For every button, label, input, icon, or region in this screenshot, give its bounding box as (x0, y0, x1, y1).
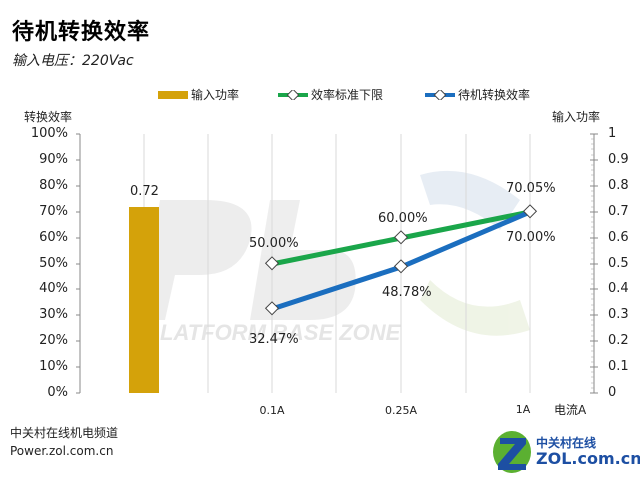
standard-data-label: 70.00% (506, 230, 556, 245)
footer-channel: 中关村在线机电频道 (10, 426, 119, 440)
right-tick: 1 (608, 126, 617, 141)
left-tick: 0% (47, 385, 68, 400)
left-axis-title: 转换效率 (24, 110, 73, 124)
x-tick: 0.25A (384, 404, 418, 417)
right-tick: 0.2 (608, 333, 629, 348)
logo-en-text: ZOL.com.cn (536, 449, 640, 468)
zol-z-icon (493, 431, 531, 473)
x-tick: 0.1A (259, 404, 285, 417)
right-tick: 0.5 (608, 256, 629, 271)
bar-swatch-icon (158, 90, 188, 99)
efficiency-data-label: 70.05% (506, 181, 556, 196)
x-axis-title: 电流A (554, 403, 587, 417)
right-axis-title: 输入功率 (552, 110, 601, 124)
chart-title: 待机转换效率 (12, 20, 151, 45)
x-tick: 1A (515, 403, 531, 416)
right-tick: 0.6 (608, 230, 629, 245)
standard-data-label: 50.00% (249, 236, 299, 251)
right-tick: 0.8 (608, 178, 629, 193)
left-tick: 90% (39, 152, 68, 167)
left-tick: 50% (39, 256, 68, 271)
legend-label: 效率标准下限 (311, 88, 384, 102)
right-tick: 0.1 (608, 359, 629, 374)
right-tick: 0 (608, 385, 617, 400)
watermark: LATFORM BASE ZONE (140, 170, 530, 345)
line-marker-icon (425, 89, 455, 100)
svg-text:LATFORM BASE ZONE: LATFORM BASE ZONE (160, 320, 402, 345)
footer-site: Power.zol.com.cn (10, 444, 114, 458)
right-tick: 0.4 (608, 281, 629, 296)
left-tick: 100% (30, 126, 68, 141)
logo-cn-text: 中关村在线 (536, 436, 597, 450)
legend-item-input-power: 输入功率 (158, 86, 239, 103)
left-tick: 60% (39, 230, 68, 245)
right-tick: 0.3 (608, 307, 629, 322)
left-tick: 20% (39, 333, 68, 348)
legend-label: 输入功率 (191, 88, 240, 102)
efficiency-data-label: 48.78% (382, 285, 432, 300)
input-power-bar (129, 207, 159, 393)
right-tick: 0.9 (608, 152, 629, 167)
zol-logo: 中关村在线 ZOL.com.cn (492, 430, 640, 474)
legend-label: 待机转换效率 (458, 88, 531, 102)
bar-data-label: 0.72 (130, 184, 159, 199)
left-tick: 30% (39, 307, 68, 322)
left-tick: 70% (39, 204, 68, 219)
left-tick: 10% (39, 359, 68, 374)
standard-data-label: 60.00% (378, 211, 428, 226)
efficiency-data-label: 32.47% (249, 332, 299, 347)
left-tick: 80% (39, 178, 68, 193)
chart-subtitle: 输入电压：220Vac (12, 53, 134, 69)
line-marker-icon (278, 89, 308, 100)
left-tick: 40% (39, 281, 68, 296)
right-tick: 0.7 (608, 204, 629, 219)
legend-item-efficiency: 待机转换效率 (425, 86, 530, 103)
legend-item-standard: 效率标准下限 (278, 86, 383, 103)
